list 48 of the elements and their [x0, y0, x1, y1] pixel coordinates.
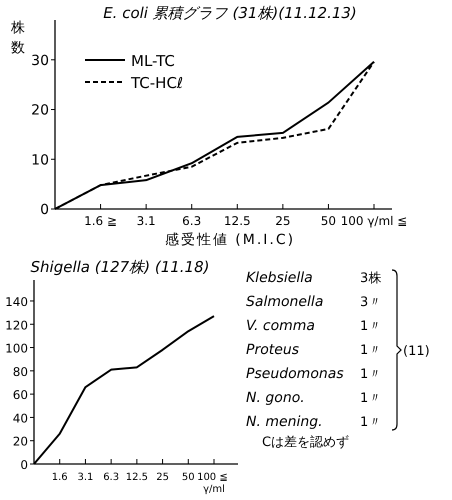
y-tick-label: 80 [12, 364, 28, 379]
x-tick-label: 3.1 [77, 472, 94, 483]
x-tick-label: 3.1 [136, 214, 156, 228]
y-tick-label: 120 [5, 318, 28, 332]
x-tick-label: 50 [320, 214, 336, 228]
text: 1〃 [360, 343, 382, 358]
y-tick-label: 20 [12, 434, 28, 449]
x-tick-label: 6.3 [182, 214, 202, 228]
y-tick-label: 140 [5, 294, 28, 309]
text: Proteus [246, 342, 300, 358]
x-tick-label: 6.3 [103, 472, 120, 483]
text: 3株 [360, 271, 382, 286]
chart-title: Shigella (127株) (11.18) [30, 258, 210, 276]
x-axis-title: 感受性値 (M.I.C) [164, 232, 296, 248]
text: Klebsiella [246, 270, 313, 286]
y-tick-label: 60 [12, 388, 28, 402]
legend-label: TC-HCℓ [130, 74, 184, 92]
text: 3〃 [360, 295, 382, 310]
y-axis-title: 株数 [10, 20, 25, 56]
text: N. gono. [246, 390, 305, 406]
y-tick-label: 0 [40, 202, 49, 218]
text: 1〃 [360, 319, 382, 334]
text: 1〃 [360, 415, 382, 430]
legend-label: ML-TC [131, 52, 175, 70]
chart-title: E. coli 累積グラフ (31株)(11.12.13) [103, 4, 357, 22]
text: Salmonella [246, 294, 324, 310]
y-tick-label: 20 [31, 102, 49, 119]
x-tick-label: 12.5 [126, 472, 148, 483]
y-tick-label: 10 [31, 152, 49, 168]
x-tick-label: 25 [156, 472, 169, 483]
x-tick-label: 50 [182, 472, 195, 483]
x-tick-label: 1.6 [52, 472, 68, 483]
x-tick-label: 100 ≦ γ/ml [197, 472, 231, 495]
x-tick-label: 25 [275, 214, 290, 228]
x-tick-label: 1.6 ≧ [84, 214, 118, 228]
y-tick-label: 40 [12, 411, 28, 426]
text: Pseudomonas [246, 366, 344, 382]
y-tick-label: 0 [20, 458, 28, 472]
text: (11) [403, 344, 430, 359]
text: 1〃 [360, 391, 382, 406]
y-tick-label: 100 [5, 342, 28, 356]
x-tick-label: 100 γ/ml ≦ [340, 214, 408, 228]
text: Cは差を認めず [262, 435, 350, 450]
y-tick-label: 30 [31, 52, 49, 69]
x-tick-label: 12.5 [224, 214, 251, 228]
text: 1〃 [360, 367, 382, 382]
text: V. comma [246, 318, 315, 334]
text: N. mening. [246, 414, 323, 430]
